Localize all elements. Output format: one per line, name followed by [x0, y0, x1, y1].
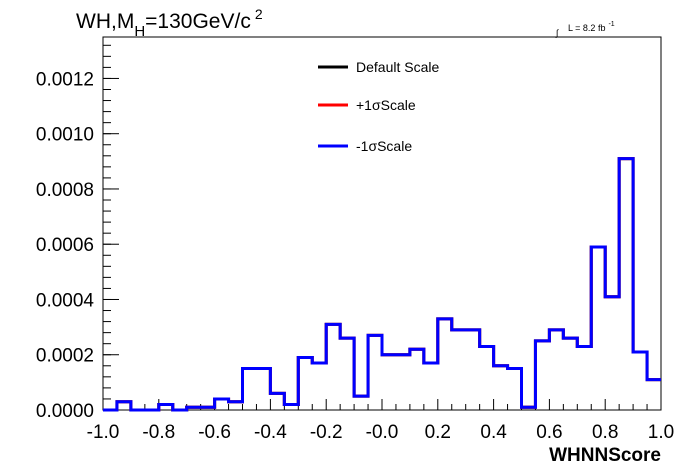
y-tick-label: 0.0000: [36, 401, 94, 422]
legend-label-default: Default Scale: [356, 59, 439, 75]
x-tick-label: 0.8: [592, 422, 618, 443]
legend: Default Scale +1σScale -1σScale: [318, 59, 439, 154]
title-subscript: H: [134, 23, 145, 40]
x-axis-label: WHNNScore: [549, 445, 661, 466]
y-tick-label: 0.0008: [36, 180, 94, 201]
integral-symbol: ∫: [555, 28, 560, 38]
x-tick-label: 0.6: [536, 422, 562, 443]
luminosity-superscript: -1: [608, 21, 614, 28]
x-tick-label: -0.0: [366, 422, 399, 443]
x-tick-label: 0.2: [425, 422, 451, 443]
y-tick-label: 0.0010: [36, 125, 94, 146]
y-tick-label: 0.0006: [36, 235, 94, 256]
legend-label-minus: -1σScale: [356, 138, 412, 154]
x-tick-label: -0.2: [310, 422, 343, 443]
title-value: =130GeV/c: [145, 10, 251, 33]
x-tick-label: -0.8: [142, 422, 175, 443]
series-line-1: [103, 157, 661, 412]
luminosity-label: L = 8.2 fb -1: [568, 21, 615, 33]
x-tick-label: -0.6: [198, 422, 231, 443]
series-line-2: [103, 157, 661, 412]
chart-title: WH,MH=130GeV/c 2: [76, 6, 263, 40]
x-tick-label: -1.0: [87, 422, 120, 443]
series-line-0: [103, 157, 661, 412]
series-layer: [103, 157, 661, 412]
x-tick-label: 1.0: [648, 422, 674, 443]
title-superscript: 2: [255, 6, 263, 22]
legend-label-plus: +1σScale: [356, 97, 416, 113]
y-tick-label: 0.0002: [36, 346, 94, 367]
axes: -1.0 -0.8 -0.6 -0.4 -0.2 -0.0 0.2 0.4 0.6 0.8 1.0 0…: [36, 44, 674, 443]
y-tick-label: 0.0012: [36, 69, 94, 90]
luminosity-text: L = 8.2 fb: [568, 23, 605, 33]
y-tick-label: 0.0004: [36, 290, 95, 311]
x-tick-label: -0.4: [254, 422, 287, 443]
title-main: WH,M: [76, 10, 134, 33]
x-tick-label: 0.4: [480, 422, 507, 443]
